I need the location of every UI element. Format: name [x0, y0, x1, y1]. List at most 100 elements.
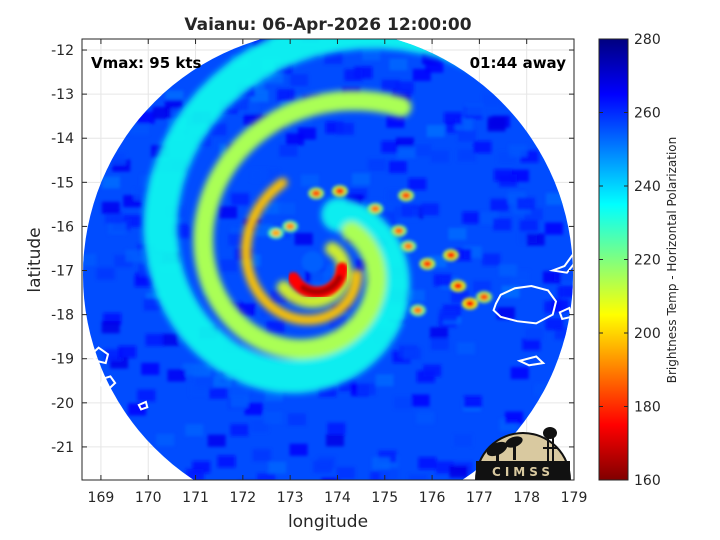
swath-pixel [185, 468, 204, 480]
x-tick-label: 174 [324, 490, 351, 506]
swath-pixel [128, 403, 147, 416]
swath-pixel [401, 204, 420, 217]
swath-pixel [381, 79, 400, 92]
swath-pixel [381, 140, 400, 153]
swath-pixel [213, 375, 232, 388]
swath-pixel [321, 477, 340, 480]
swath-pixel [557, 285, 573, 298]
convective-cell [422, 260, 432, 268]
y-axis-label: latitude [25, 227, 45, 292]
swath-pixel [102, 176, 121, 189]
colorbar-tick-label: 180 [634, 400, 661, 416]
plot-frame [81, 38, 575, 481]
swath-pixel [463, 246, 482, 259]
x-tick-label: 170 [135, 490, 162, 506]
swath-pixel [510, 367, 529, 380]
colorbar-ticks: 160 180 200 220 240 260 280 [599, 32, 661, 489]
swath-pixel [244, 402, 263, 415]
swath-pixel [456, 342, 475, 355]
y-tick-label: -18 [51, 308, 74, 324]
vmax-annotation: Vmax: 95 kts [91, 54, 201, 72]
swath-pixel [230, 424, 249, 437]
coastline [137, 400, 149, 411]
swath-pixel [516, 197, 535, 210]
swath-pixel [250, 420, 269, 433]
swath-pixel [499, 264, 518, 277]
swath-pixel [454, 434, 473, 447]
swath-pixel [108, 222, 127, 235]
swath-pixel [546, 193, 565, 206]
swath-pixel [297, 127, 316, 140]
swath-pixel [479, 212, 498, 225]
convective-cell [394, 227, 404, 235]
x-tick-label: 172 [229, 490, 256, 506]
swath-pixel [268, 461, 287, 474]
swath-pixel [430, 327, 449, 340]
swath-pixel [430, 337, 449, 350]
swath-pixel [413, 143, 432, 156]
swath-pixel [276, 89, 295, 102]
swath-pixel [545, 318, 564, 331]
swath-pixel [449, 465, 468, 478]
swath-pixel [118, 345, 137, 358]
x-tick-label: 169 [88, 490, 115, 506]
chart-title: Vaianu: 06-Apr-2026 12:00:00 [184, 15, 471, 35]
swath-pixel [519, 220, 538, 233]
swath-pixel [505, 411, 524, 424]
swath-pixel [372, 457, 391, 470]
swath-pixel [250, 168, 269, 181]
coastline [516, 355, 546, 367]
y-tick-label: -20 [51, 396, 74, 412]
swath-pixel [231, 383, 250, 396]
swath-pixel [300, 174, 319, 187]
swath-pixel [312, 460, 331, 473]
convective-cell [311, 189, 321, 197]
swath-pixel [444, 112, 463, 125]
coastline [548, 251, 574, 274]
x-axis-label: longitude [288, 512, 368, 532]
swath-pixel [368, 158, 387, 171]
convective-cell [413, 306, 423, 314]
swath-pixel [525, 328, 544, 341]
swath-pixel [160, 333, 179, 346]
eyewall [287, 251, 349, 299]
swath-pixel [219, 259, 238, 272]
swath-pixel [152, 106, 171, 119]
swath-pixel [482, 94, 501, 107]
swath-pixel [487, 119, 506, 132]
swath-pixel [493, 169, 512, 182]
swath-pixel [130, 122, 149, 135]
convective-cell [453, 282, 463, 290]
swath-pixel [83, 253, 97, 266]
swath-pixel [165, 90, 184, 103]
swath-pixel [230, 98, 249, 111]
inner-rainband [241, 177, 363, 325]
swath-pixel [482, 253, 501, 266]
swath-pixel [185, 424, 204, 437]
x-tick-label: 178 [513, 490, 540, 506]
swath-pixel [439, 309, 458, 322]
swath-pixel [462, 211, 481, 224]
colorbar-tick-label: 200 [634, 326, 661, 342]
swath-pixel [96, 267, 115, 280]
x-tick-label: 176 [419, 490, 446, 506]
swath-pixel [370, 471, 389, 480]
y-axis: -12 -13 -14 -15 -16 -17 -18 -19 -20 -21 [51, 43, 574, 456]
swath-pixel [472, 280, 491, 293]
swath-pixel [457, 129, 476, 142]
convective-cell [465, 300, 475, 308]
convective-cell [479, 293, 489, 301]
coastline [492, 284, 558, 325]
swath-pixel [156, 433, 175, 446]
swath-pixel [279, 144, 298, 157]
swath-pixel [195, 376, 214, 389]
swath-pixel [237, 303, 256, 316]
swath-pixel [357, 383, 376, 396]
colorbar [598, 38, 629, 481]
x-tick-label: 179 [561, 490, 588, 506]
swath-pixel [351, 173, 370, 186]
swath-pixel [408, 178, 427, 191]
swath-pixel [411, 394, 430, 407]
colorbar-label: Brightness Temp - Horizontal Polarizatio… [665, 137, 679, 384]
